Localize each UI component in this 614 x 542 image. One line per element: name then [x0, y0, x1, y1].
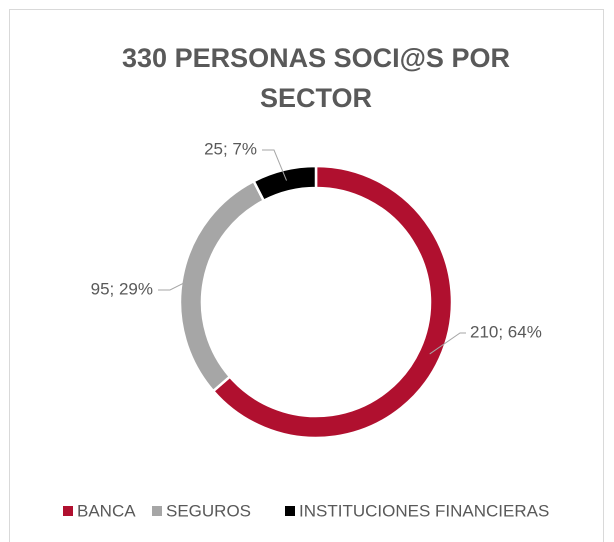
chart-frame	[9, 9, 604, 542]
data-label: 95; 29%	[91, 279, 153, 298]
legend-label: INSTITUCIONES FINANCIERAS	[299, 501, 549, 520]
data-label: 210; 64%	[470, 322, 542, 341]
legend-label: BANCA	[77, 501, 136, 520]
legend-label: SEGUROS	[166, 501, 251, 520]
chart-title: 330 PERSONAS SOCI@S POR SECTOR	[122, 43, 510, 113]
data-label: 25; 7%	[204, 139, 257, 158]
leader-line	[429, 332, 466, 355]
donut-segment	[251, 164, 318, 203]
legend-swatch	[152, 506, 162, 516]
legend-swatch	[63, 506, 73, 516]
legend-swatch	[285, 506, 295, 516]
leader-line	[262, 149, 287, 181]
donut-segment	[178, 179, 266, 393]
leader-line	[158, 277, 194, 291]
